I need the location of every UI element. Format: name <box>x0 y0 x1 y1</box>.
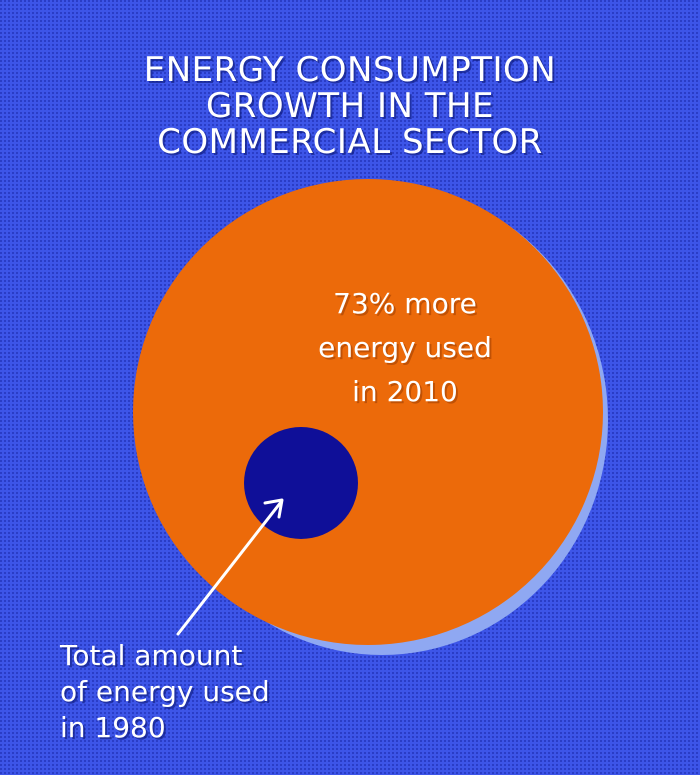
title-line-1: ENERGY CONSUMPTION <box>143 50 557 90</box>
title-line-3: COMMERCIAL SECTOR <box>157 122 543 162</box>
large-circle-label: 73% more energy used in 2010 <box>290 282 520 414</box>
large-circle-label-line-3: in 2010 <box>352 375 458 408</box>
small-circle-label-line-1: Total amount <box>60 639 243 672</box>
small-circle-label-line-2: of energy used <box>60 675 270 708</box>
pointer-arrow <box>176 498 284 636</box>
small-circle-1980 <box>244 427 358 539</box>
large-circle-2010 <box>133 179 603 645</box>
large-circle-label-line-2: energy used <box>318 331 492 364</box>
title-line-2: GROWTH IN THE <box>205 86 495 126</box>
small-circle-label-line-3: in 1980 <box>60 711 166 744</box>
large-circle-label-line-1: 73% more <box>333 287 477 320</box>
infographic-title: ENERGY CONSUMPTION GROWTH IN THE COMMERC… <box>0 52 700 160</box>
small-circle-label: Total amount of energy used in 1980 <box>60 638 340 746</box>
